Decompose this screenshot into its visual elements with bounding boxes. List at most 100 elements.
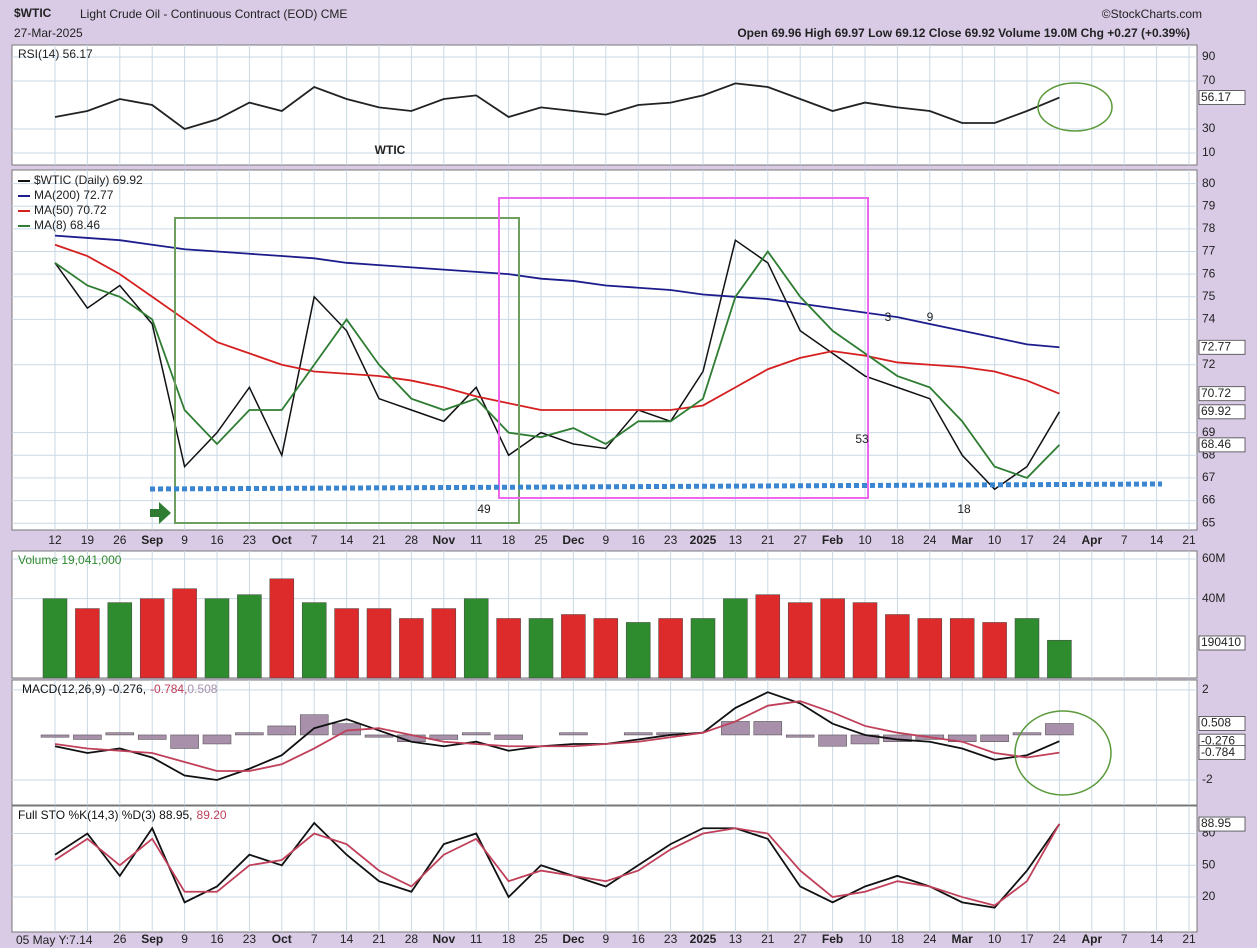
series-line	[54, 238, 1061, 491]
bar	[202, 734, 232, 745]
series-line	[54, 700, 1060, 772]
bar	[1045, 723, 1074, 736]
x-tick-label: Apr	[1081, 533, 1102, 547]
description: Light Crude Oil - Continuous Contract (E…	[80, 7, 347, 21]
bar	[429, 734, 459, 740]
x-tick-label: 7	[311, 533, 318, 547]
end-label-box	[1198, 437, 1246, 453]
annotation: 49	[477, 502, 491, 516]
bar	[461, 732, 491, 736]
series-line	[54, 243, 1060, 411]
y-tick-label: 50	[1202, 857, 1216, 871]
end-label: 56.17	[1201, 90, 1231, 104]
legend: Volume 19,041,000	[18, 553, 122, 567]
x-tick-label: 18	[502, 932, 516, 946]
bar	[42, 598, 68, 679]
source: ©StockCharts.com	[1102, 7, 1202, 21]
x-tick-label: 16	[632, 932, 646, 946]
y-tick-label: 80	[1202, 176, 1216, 190]
y-tick-label: 75	[1202, 289, 1216, 303]
x-tick-label: 13	[729, 533, 743, 547]
end-label: 70.72	[1201, 386, 1231, 400]
bar	[269, 578, 295, 679]
x-tick-label: 21	[761, 533, 775, 547]
end-label: 190410	[1201, 635, 1241, 649]
bar	[496, 618, 521, 679]
end-label-box	[1198, 386, 1246, 402]
x-tick-label: 7	[1121, 533, 1128, 547]
y-tick-label: 67	[1202, 470, 1216, 484]
x-tick-label: Sep	[141, 533, 163, 547]
end-label: 0.508	[1201, 716, 1231, 730]
x-tick-label: 24	[923, 533, 937, 547]
bar	[852, 602, 878, 679]
rsi-circle	[1037, 82, 1113, 132]
legend-entry: $WTIC (Daily) 69.92	[34, 173, 143, 187]
bar	[755, 594, 781, 679]
x-tick-label: 27	[794, 533, 808, 547]
legend-entry: Full STO %K(14,3) %D(3) 88.95,	[18, 808, 193, 822]
x-tick-label: 23	[664, 533, 678, 547]
bar	[561, 614, 586, 679]
bar	[73, 734, 102, 740]
y-tick-label: 74	[1202, 312, 1216, 326]
bar	[690, 618, 716, 679]
bar	[820, 598, 845, 679]
legend-entry: MA(200) 72.77	[34, 188, 114, 202]
bar	[267, 725, 297, 736]
rsi-panel	[11, 44, 1198, 166]
legend-entry: 89.20	[197, 808, 227, 822]
x-tick-label: 18	[502, 533, 516, 547]
x-tick-label: 7	[1121, 932, 1128, 946]
price-panel	[11, 169, 1198, 531]
x-tick-label: 24	[923, 932, 937, 946]
annotation: 53	[855, 432, 869, 446]
legend: MACD(12,26,9) -0.276, -0.784,0.508	[22, 682, 218, 696]
x-tick-label: 2025	[690, 932, 717, 946]
x-tick-label: 25	[534, 533, 548, 547]
x-tick-label: Oct	[272, 533, 292, 547]
x-tick-label: 16	[210, 533, 224, 547]
end-label-box	[1198, 404, 1246, 420]
x-tick-label: 17	[1020, 533, 1034, 547]
x-tick-label: Sep	[141, 932, 163, 946]
end-label: 68.46	[1201, 437, 1231, 451]
x-tick-label: 19	[81, 533, 95, 547]
bar	[105, 732, 135, 736]
legend-entry: -0.784,	[150, 682, 187, 696]
x-tick-label: 9	[181, 932, 188, 946]
x-tick-label: 2025	[690, 533, 717, 547]
series-line	[54, 82, 1060, 130]
bar	[170, 734, 199, 749]
y-tick-label: 70	[1202, 73, 1216, 87]
bar	[528, 618, 554, 679]
x-tick-label: 23	[664, 932, 678, 946]
y-tick-label: 66	[1202, 493, 1216, 507]
bar	[1012, 732, 1042, 736]
macd-circle	[1014, 710, 1112, 796]
y-tick-label: 76	[1202, 266, 1216, 280]
x-tick-label: Feb	[822, 533, 843, 547]
bar	[559, 732, 588, 736]
x-tick-label: Mar	[952, 932, 974, 946]
end-label-box	[1198, 90, 1246, 105]
bar	[301, 602, 327, 679]
x-tick-label: 28	[405, 533, 419, 547]
x-tick-label: Mar	[952, 533, 974, 547]
x-tick-label: 18	[891, 932, 905, 946]
bar	[463, 598, 489, 679]
x-tick-label: 21	[372, 932, 386, 946]
arrow	[150, 502, 171, 524]
bar	[431, 608, 457, 679]
x-tick-label: 9	[602, 533, 609, 547]
x-tick-label: 24	[1053, 533, 1067, 547]
x-tick-label: 14	[340, 932, 354, 946]
y-tick-label: 40M	[1202, 591, 1225, 605]
x-tick-label: 23	[243, 533, 257, 547]
x-tick-label: 9	[602, 932, 609, 946]
bar	[723, 598, 748, 679]
x-tick-label: 14	[1150, 533, 1164, 547]
y-tick-label: 2	[1202, 682, 1209, 696]
support-line	[149, 481, 1163, 492]
x-tick-label: Oct	[272, 932, 292, 946]
